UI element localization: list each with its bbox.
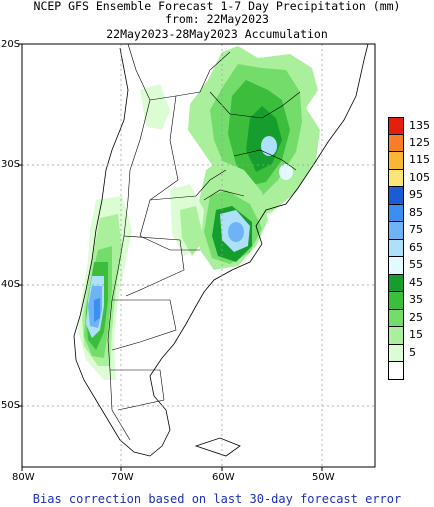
precip-shading bbox=[78, 46, 320, 380]
lat-label-50s: 50S bbox=[1, 400, 21, 411]
lat-label-30s: 30S bbox=[1, 159, 21, 170]
lon-label-80w: 80W bbox=[12, 472, 35, 483]
legend-label: 25 bbox=[409, 310, 423, 324]
legend-swatch-45: 45 bbox=[388, 274, 423, 292]
political-boundaries bbox=[107, 43, 301, 441]
legend-swatch-95: 95 bbox=[388, 187, 423, 205]
legend-swatch-none bbox=[388, 362, 404, 380]
legend-label: 5 bbox=[409, 345, 416, 359]
legend-label: 95 bbox=[409, 188, 423, 201]
lon-label-50w: 50W bbox=[312, 472, 335, 483]
map-title-line2: from: 22May2023 bbox=[165, 12, 269, 26]
legend-swatch-85: 85 bbox=[388, 204, 423, 222]
coastline bbox=[73, 43, 369, 457]
legend-label: 105 bbox=[409, 170, 430, 184]
lat-label-40s: 40S bbox=[1, 279, 21, 290]
axis-ticks bbox=[18, 43, 323, 471]
legend-label: 75 bbox=[409, 223, 423, 236]
lon-label-60w: 60W bbox=[212, 472, 235, 483]
legend-label: 135 bbox=[409, 119, 430, 132]
legend-swatch-135: 135 bbox=[388, 117, 430, 135]
legend-swatch-125: 125 bbox=[388, 134, 430, 152]
legend-swatch-105: 105 bbox=[388, 169, 430, 187]
legend-swatch-115: 115 bbox=[388, 152, 430, 170]
legend-label: 125 bbox=[409, 135, 430, 149]
legend-label: 15 bbox=[409, 328, 423, 341]
legend-swatch-65: 65 bbox=[388, 239, 423, 257]
legend-swatch-75: 75 bbox=[388, 222, 423, 240]
legend-label: 35 bbox=[409, 293, 423, 306]
legend-label: 65 bbox=[409, 240, 423, 254]
lon-label-70w: 70W bbox=[111, 472, 134, 483]
graticule bbox=[22, 44, 375, 467]
legend-label: 45 bbox=[409, 275, 423, 289]
legend-swatch-55: 55 bbox=[388, 257, 423, 275]
legend-label: 115 bbox=[409, 153, 430, 166]
lat-label-20s: 20S bbox=[1, 39, 21, 50]
legend-swatch-35: 35 bbox=[388, 292, 423, 310]
map-frame bbox=[21, 43, 376, 468]
bias-correction-note: Bias correction based on last 30-day for… bbox=[32, 492, 402, 506]
legend-label: 85 bbox=[409, 205, 423, 219]
legend-swatch-5: 5 bbox=[388, 344, 416, 362]
legend-swatch-15: 15 bbox=[388, 327, 423, 345]
map-title-line3: 22May2023-28May2023 Accumulation bbox=[106, 27, 328, 41]
color-legend: 135 125 115 105 95 85 75 65 55 45 35 25 15 5 bbox=[388, 117, 430, 380]
legend-label: 55 bbox=[409, 258, 423, 271]
legend-swatch-25: 25 bbox=[388, 309, 423, 327]
map-title-line1: NCEP GFS Ensemble Forecast 1-7 Day Preci… bbox=[33, 0, 401, 13]
